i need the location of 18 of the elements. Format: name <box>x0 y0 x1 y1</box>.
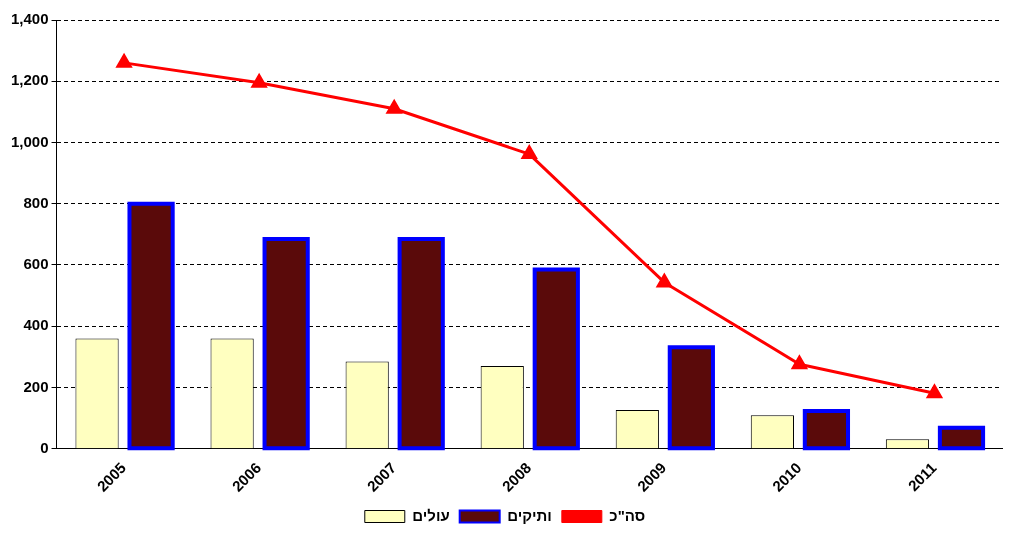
point <box>251 74 267 88</box>
point <box>386 100 402 114</box>
point <box>791 355 807 370</box>
point <box>521 145 537 160</box>
y-tick-label: 600 <box>23 255 49 273</box>
y-tick-label: 800 <box>23 193 49 211</box>
y-tick-label: 1,200 <box>10 71 49 89</box>
y-tick-label: 1,000 <box>10 132 49 150</box>
y-tick-label: 200 <box>23 377 49 395</box>
point <box>926 384 943 399</box>
y-tick-label: 1,400 <box>10 10 49 28</box>
legend-label: עולים <box>412 506 450 524</box>
point <box>116 54 132 68</box>
point <box>656 273 672 288</box>
legend-label: סה"כ <box>609 506 646 524</box>
y-tick-label: 0 <box>40 438 49 456</box>
legend-label: ותיקים <box>507 506 552 524</box>
y-tick-label: 400 <box>23 316 49 334</box>
